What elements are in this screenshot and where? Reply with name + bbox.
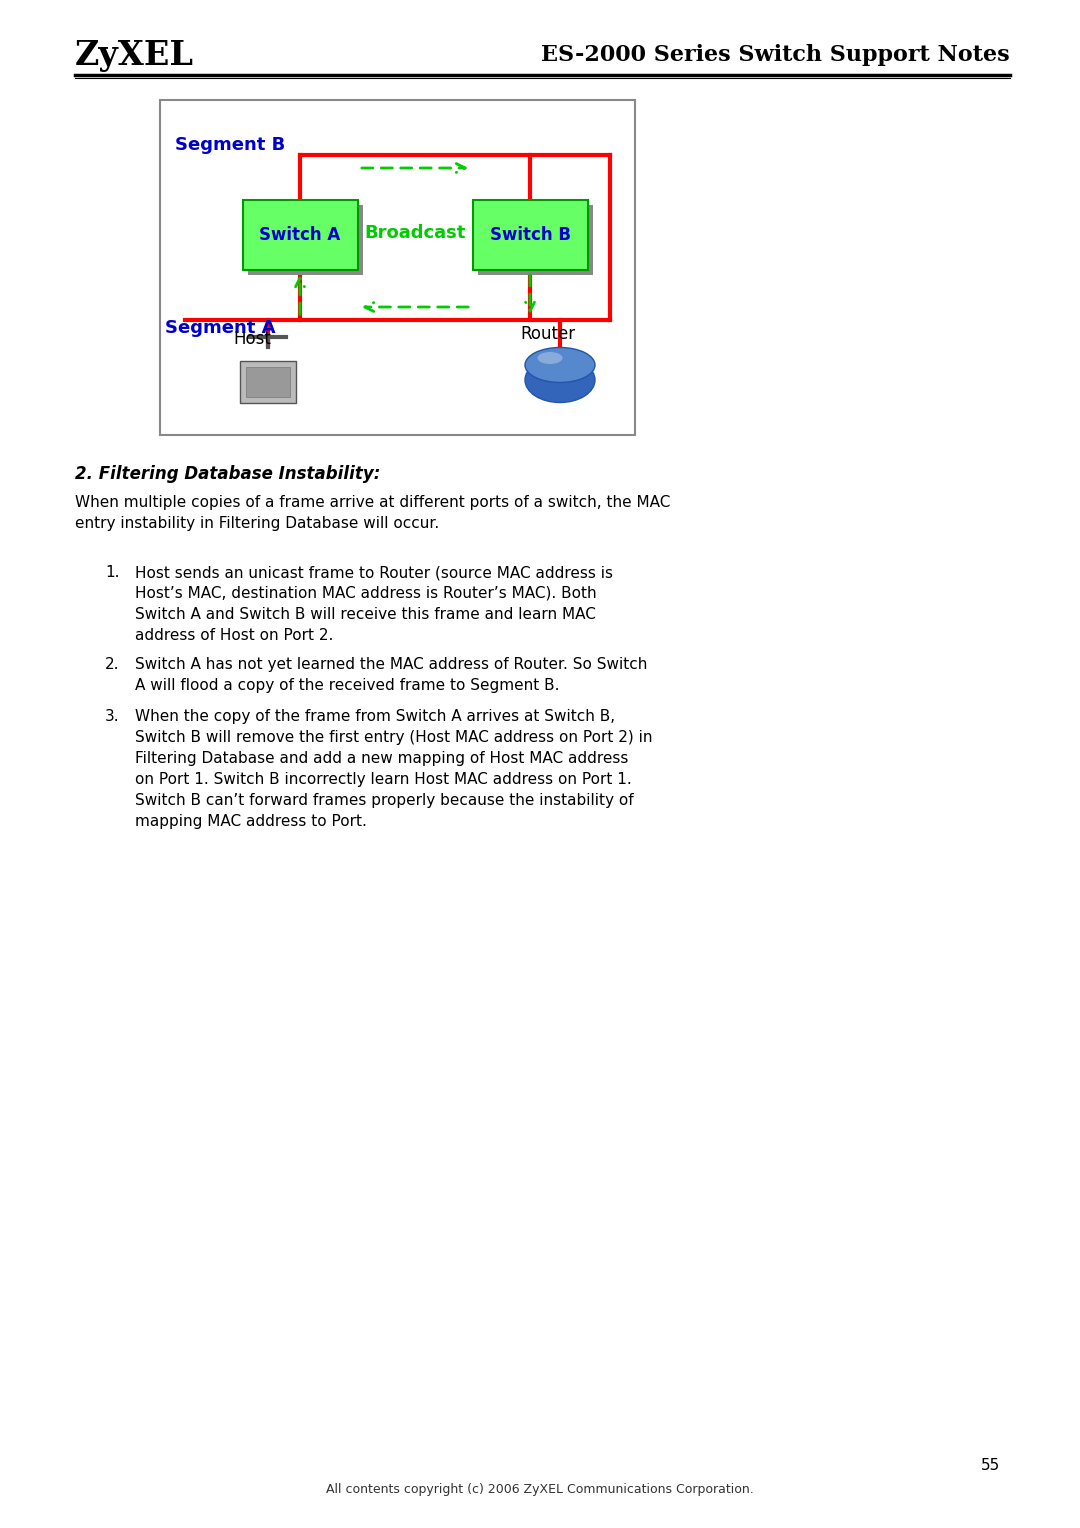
Text: Segment B: Segment B xyxy=(175,136,285,154)
Bar xyxy=(478,205,593,275)
Text: When the copy of the frame from Switch A arrives at Switch B,
Switch B will remo: When the copy of the frame from Switch A… xyxy=(135,709,652,830)
Text: 3.: 3. xyxy=(105,709,120,724)
Text: Segment A: Segment A xyxy=(165,319,275,338)
Text: Switch A: Switch A xyxy=(259,226,340,244)
Text: All contents copyright (c) 2006 ZyXEL Communications Corporation.: All contents copyright (c) 2006 ZyXEL Co… xyxy=(326,1484,754,1496)
Ellipse shape xyxy=(525,358,595,402)
Ellipse shape xyxy=(525,347,595,382)
Bar xyxy=(473,200,588,270)
Text: Host: Host xyxy=(233,330,271,348)
Text: Host sends an unicast frame to Router (source MAC address is
Host’s MAC, destina: Host sends an unicast frame to Router (s… xyxy=(135,565,613,643)
Text: ES-2000 Series Switch Support Notes: ES-2000 Series Switch Support Notes xyxy=(541,44,1010,66)
Bar xyxy=(160,99,635,435)
Bar xyxy=(246,367,291,397)
Bar xyxy=(248,205,363,275)
Text: Switch B: Switch B xyxy=(489,226,570,244)
Text: Switch A has not yet learned the MAC address of Router. So Switch
A will flood a: Switch A has not yet learned the MAC add… xyxy=(135,657,647,694)
Text: ZyXEL: ZyXEL xyxy=(75,38,194,72)
Text: 55: 55 xyxy=(981,1458,1000,1473)
Text: Router: Router xyxy=(519,325,576,342)
Text: Broadcast: Broadcast xyxy=(364,225,465,241)
Bar xyxy=(240,361,296,403)
Bar xyxy=(243,200,357,270)
Text: 1.: 1. xyxy=(105,565,120,581)
Text: 2. Filtering Database Instability:: 2. Filtering Database Instability: xyxy=(75,465,380,483)
Ellipse shape xyxy=(538,351,563,364)
Text: When multiple copies of a frame arrive at different ports of a switch, the MAC
e: When multiple copies of a frame arrive a… xyxy=(75,495,671,532)
Text: 2.: 2. xyxy=(105,657,120,672)
